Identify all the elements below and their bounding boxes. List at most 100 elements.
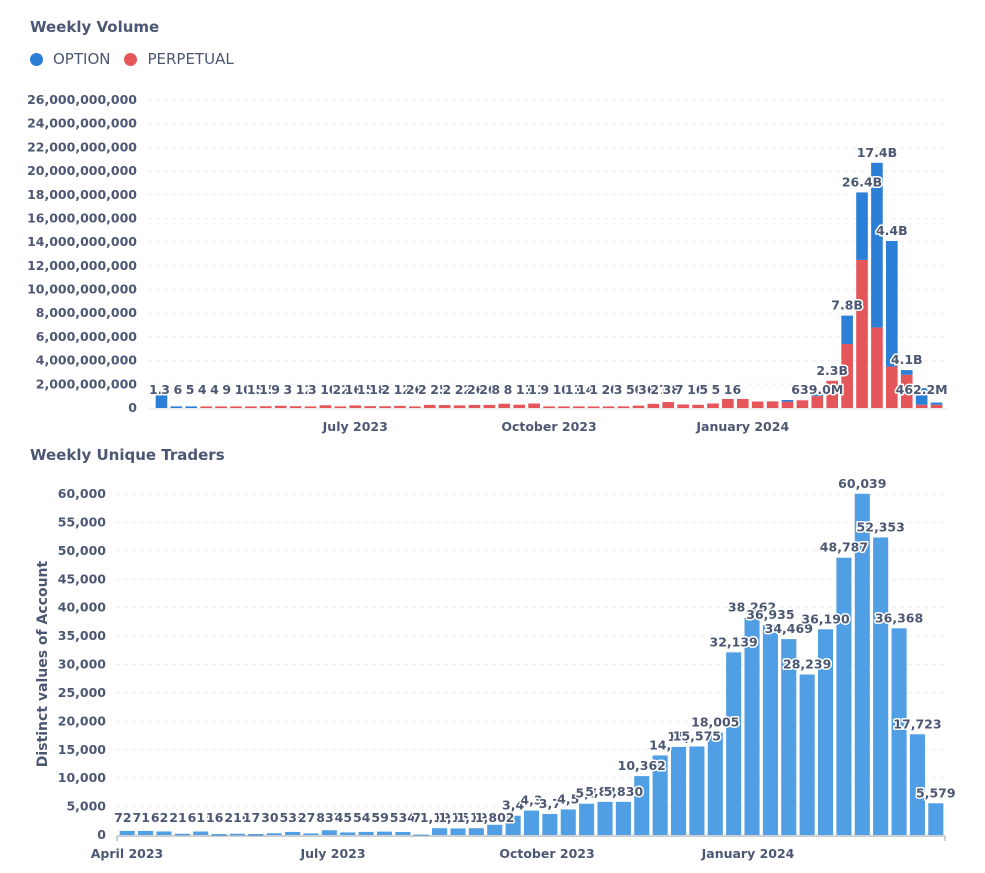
bar-perpetual[interactable]	[692, 404, 704, 408]
bar-perpetual[interactable]	[274, 405, 287, 408]
bar-traders[interactable]	[395, 831, 411, 835]
legend-item-option[interactable]: OPTION	[30, 50, 110, 68]
bar-perpetual[interactable]	[319, 405, 332, 408]
bar-option[interactable]	[155, 392, 168, 408]
bar-option[interactable]	[915, 388, 928, 405]
bar-perpetual[interactable]	[900, 374, 913, 408]
bar-traders[interactable]	[174, 833, 190, 836]
bar-traders[interactable]	[505, 815, 521, 835]
bar-perpetual[interactable]	[930, 404, 943, 408]
bar-traders[interactable]	[193, 831, 209, 835]
bar-perpetual[interactable]	[468, 404, 481, 408]
bar-perpetual[interactable]	[841, 344, 853, 408]
bar-perpetual[interactable]	[215, 406, 227, 408]
bar-option[interactable]	[170, 406, 183, 408]
bar-perpetual[interactable]	[349, 405, 362, 408]
bar-traders[interactable]	[487, 824, 503, 835]
bar-traders[interactable]	[303, 833, 319, 835]
bar-perpetual[interactable]	[409, 406, 421, 408]
bar-traders[interactable]	[652, 755, 668, 835]
bar-perpetual[interactable]	[304, 406, 317, 408]
bar-perpetual[interactable]	[587, 406, 600, 408]
bar-perpetual[interactable]	[245, 406, 257, 408]
bar-traders[interactable]	[744, 617, 760, 835]
bar-perpetual[interactable]	[528, 403, 540, 408]
bar-perpetual[interactable]	[871, 327, 883, 408]
bar-option[interactable]	[930, 402, 943, 405]
bar-traders[interactable]	[542, 813, 558, 835]
bar-perpetual[interactable]	[647, 403, 660, 408]
bar-perpetual[interactable]	[856, 259, 868, 408]
bar-option[interactable]	[871, 162, 883, 328]
bar-perpetual[interactable]	[886, 366, 898, 408]
bar-perpetual[interactable]	[543, 406, 555, 408]
bar-perpetual[interactable]	[662, 402, 675, 408]
bar-traders[interactable]	[138, 830, 154, 835]
bar-perpetual[interactable]	[707, 403, 719, 408]
bar-traders[interactable]	[248, 834, 264, 836]
bar-option[interactable]	[886, 240, 898, 367]
bar-traders[interactable]	[836, 557, 852, 835]
bar-traders[interactable]	[321, 830, 337, 835]
bar-traders[interactable]	[560, 809, 576, 835]
bar-perpetual[interactable]	[602, 406, 615, 408]
bar-perpetual[interactable]	[259, 406, 272, 408]
bar-traders[interactable]	[229, 833, 245, 836]
bar-perpetual[interactable]	[453, 405, 466, 408]
bar-perpetual[interactable]	[498, 403, 511, 408]
bar-perpetual[interactable]	[915, 404, 928, 408]
bar-traders[interactable]	[432, 828, 448, 835]
bar-option[interactable]	[900, 370, 913, 375]
bar-traders[interactable]	[119, 830, 135, 835]
bar-traders[interactable]	[285, 831, 301, 835]
bar-traders[interactable]	[468, 828, 484, 835]
bar-perpetual[interactable]	[617, 406, 630, 408]
bar-perpetual[interactable]	[826, 380, 839, 408]
bar-traders[interactable]	[818, 629, 834, 835]
bar-perpetual[interactable]	[751, 401, 764, 408]
bar-option[interactable]	[811, 394, 824, 397]
bar-perpetual[interactable]	[438, 405, 451, 408]
bar-traders[interactable]	[266, 833, 282, 835]
bar-traders[interactable]	[854, 493, 870, 835]
bar-option[interactable]	[856, 192, 868, 260]
bar-perpetual[interactable]	[796, 400, 809, 408]
bar-perpetual[interactable]	[289, 406, 302, 408]
bar-traders[interactable]	[579, 803, 595, 835]
bar-traders[interactable]	[156, 831, 172, 835]
bar-traders[interactable]	[523, 810, 540, 835]
bar-traders[interactable]	[707, 732, 723, 835]
bar-traders[interactable]	[634, 776, 650, 835]
bar-perpetual[interactable]	[632, 405, 645, 408]
bar-traders[interactable]	[358, 831, 374, 835]
bar-perpetual[interactable]	[677, 404, 689, 408]
bar-traders[interactable]	[762, 625, 778, 835]
bar-option[interactable]	[841, 315, 853, 345]
bar-perpetual[interactable]	[722, 398, 734, 408]
bar-traders[interactable]	[909, 734, 925, 835]
bar-perpetual[interactable]	[230, 406, 242, 408]
bar-traders[interactable]	[689, 746, 705, 835]
bar-traders[interactable]	[413, 834, 429, 837]
bar-perpetual[interactable]	[513, 404, 526, 408]
bar-traders[interactable]	[891, 628, 907, 835]
bar-traders[interactable]	[670, 746, 687, 835]
bar-traders[interactable]	[781, 639, 797, 835]
bar-perpetual[interactable]	[766, 401, 779, 408]
bar-traders[interactable]	[799, 674, 815, 835]
bar-option[interactable]	[185, 406, 198, 408]
bar-perpetual[interactable]	[572, 406, 585, 408]
bar-perpetual[interactable]	[394, 405, 406, 408]
bar-perpetual[interactable]	[736, 398, 749, 408]
bar-perpetual[interactable]	[364, 406, 376, 408]
bar-traders[interactable]	[376, 831, 393, 835]
bar-perpetual[interactable]	[811, 396, 824, 408]
bar-perpetual[interactable]	[200, 406, 212, 408]
bar-traders[interactable]	[873, 537, 889, 835]
bar-perpetual[interactable]	[781, 401, 794, 408]
bar-perpetual[interactable]	[334, 406, 347, 408]
bar-perpetual[interactable]	[423, 404, 436, 408]
bar-traders[interactable]	[597, 801, 613, 835]
bar-traders[interactable]	[211, 834, 227, 836]
bar-perpetual[interactable]	[379, 406, 391, 408]
